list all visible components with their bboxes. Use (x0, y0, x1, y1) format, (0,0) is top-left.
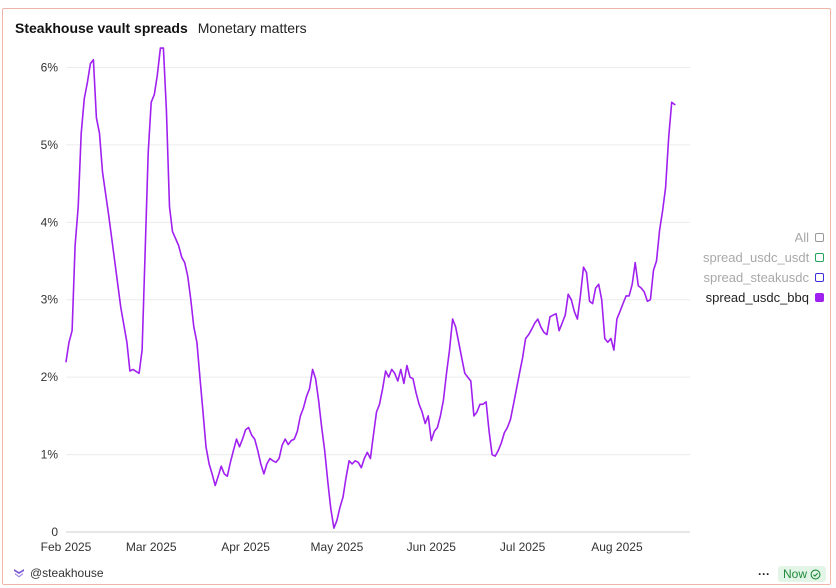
footer-handle[interactable]: @steakhouse (30, 566, 104, 580)
x-tick-label: Apr 2025 (221, 540, 270, 554)
y-axis: 0 1% 2% 3% 4% 5% 6% (41, 60, 59, 539)
x-tick-label: Mar 2025 (126, 540, 177, 554)
footer-attribution: @steakhouse (14, 566, 104, 580)
y-tick-label: 3% (41, 293, 59, 307)
series-line (65, 47, 676, 529)
y-tick-label: 1% (41, 448, 59, 462)
y-tick-label: 6% (41, 60, 59, 74)
legend-label: spread_usdc_bbq (705, 290, 809, 305)
chart-card: Steakhouse vault spreads Monetary matter… (2, 8, 831, 585)
y-tick-label: 5% (41, 138, 59, 152)
chart-title: Steakhouse vault spreads (15, 20, 188, 36)
series-layer (65, 47, 676, 529)
grid-lines (66, 66, 690, 533)
chart-header: Steakhouse vault spreads Monetary matter… (15, 20, 307, 36)
status-label: Now (782, 567, 807, 581)
legend: All spread_usdc_usdt spread_steakusdc sp… (703, 230, 824, 305)
x-tick-label: Aug 2025 (591, 540, 643, 554)
legend-swatch[interactable] (815, 253, 824, 262)
legend-item-all[interactable]: All (795, 230, 824, 245)
y-tick-label: 4% (41, 215, 59, 229)
x-tick-label: Jun 2025 (407, 540, 457, 554)
more-options-icon[interactable]: ··· (757, 567, 770, 581)
y-tick-label: 0 (51, 525, 58, 539)
y-tick-label: 2% (41, 370, 59, 384)
x-tick-label: Jul 2025 (500, 540, 546, 554)
legend-item-spread-usdc-bbq[interactable]: spread_usdc_bbq (706, 290, 824, 305)
legend-label: spread_steakusdc (703, 270, 809, 285)
x-axis: Feb 2025 Mar 2025 Apr 2025 May 2025 Jun 2025… (41, 540, 643, 554)
legend-label: spread_usdc_usdt (703, 250, 809, 265)
legend-swatch[interactable] (815, 233, 824, 242)
legend-item-spread-usdc-usdt[interactable]: spread_usdc_usdt (703, 250, 824, 265)
check-circle-icon (810, 569, 821, 579)
x-tick-label: May 2025 (311, 540, 364, 554)
legend-swatch[interactable] (815, 293, 824, 302)
legend-item-spread-steakusdc[interactable]: spread_steakusdc (703, 270, 824, 285)
steakhouse-logo-icon (14, 569, 24, 578)
x-tick-label: Feb 2025 (41, 540, 92, 554)
chart-subtitle: Monetary matters (197, 20, 307, 36)
footer-controls: ··· Now (758, 566, 826, 582)
legend-label: All (794, 230, 809, 245)
legend-swatch[interactable] (815, 273, 824, 282)
status-badge: Now (777, 566, 826, 582)
